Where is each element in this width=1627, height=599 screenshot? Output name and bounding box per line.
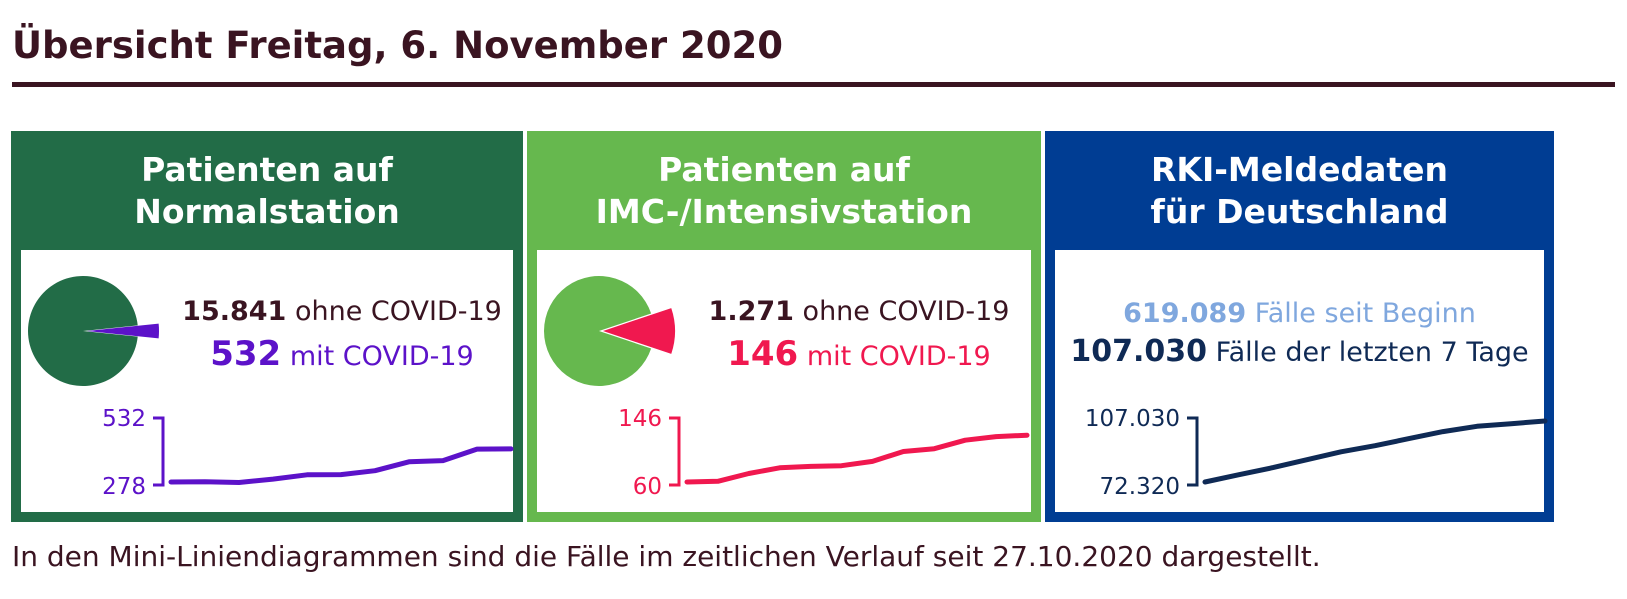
stat-cases-7-days: 107.030 Fälle der letzten 7 Tage — [1055, 334, 1544, 369]
sparkline-max-label: 107.030 — [1085, 406, 1180, 432]
stat-label: mit COVID-19 — [806, 341, 991, 372]
sparkline-max-label: 146 — [618, 406, 662, 432]
stat-value: 532 — [210, 334, 282, 374]
stat-value: 1.271 — [708, 296, 794, 327]
panel-normalstation: Patienten auf Normalstation 15.841 ohne … — [11, 131, 523, 522]
panel-title-line2: IMC-/Intensivstation — [595, 192, 973, 231]
sparkline-chart: 107.030 72.320 — [1085, 406, 1548, 500]
pie-slice-ohne-covid — [544, 276, 652, 386]
stat-value: 15.841 — [182, 296, 287, 327]
panel-title-line1: Patienten auf — [141, 150, 393, 189]
stat-cases-total: 619.089 Fälle seit Beginn — [1055, 298, 1544, 329]
panel-intensivstation: Patienten auf IMC-/Intensivstation 1.271… — [527, 131, 1041, 522]
sparkline-axis — [1187, 416, 1199, 487]
stat-label: ohne COVID-19 — [802, 296, 1010, 327]
panel-title: RKI-Meldedaten für Deutschland — [1045, 149, 1554, 233]
panel-title-line2: Normalstation — [134, 192, 400, 231]
sparkline-axis — [669, 416, 681, 487]
stat-without-covid: 15.841 ohne COVID-19 — [171, 296, 513, 327]
panel-title: Patienten auf Normalstation — [11, 149, 523, 233]
sparkline-min-label: 60 — [633, 474, 662, 500]
stat-value: 619.089 — [1123, 298, 1247, 329]
sparkline-max-label: 532 — [102, 406, 146, 432]
pie-slice-mit-covid — [87, 323, 159, 339]
stat-label: ohne COVID-19 — [294, 296, 502, 327]
stat-label: Fälle der letzten 7 Tage — [1215, 337, 1529, 368]
stat-with-covid: 146 mit COVID-19 — [687, 334, 1031, 374]
sparkline-line — [168, 446, 514, 485]
sparkline-min-label: 278 — [102, 474, 146, 500]
pie-slice-mit-covid — [603, 308, 675, 354]
panel-title-line1: Patienten auf — [658, 150, 910, 189]
panel-body: 15.841 ohne COVID-19 532 mit COVID-19 53… — [21, 250, 514, 512]
stat-without-covid: 1.271 ohne COVID-19 — [687, 296, 1031, 327]
stat-label: Fälle seit Beginn — [1254, 298, 1476, 329]
title-rule — [12, 82, 1615, 87]
sparkline-chart: 146 60 — [618, 406, 1030, 500]
sparkline-chart: 532 278 — [102, 406, 514, 500]
panel-body: 1.271 ohne COVID-19 146 mit COVID-19 146… — [537, 250, 1031, 512]
sparkline-line — [684, 432, 1030, 485]
panel-title-line2: für Deutschland — [1150, 192, 1449, 231]
footnote: In den Mini-Liniendiagrammen sind die Fä… — [12, 540, 1321, 573]
stat-value: 107.030 — [1070, 334, 1207, 369]
panel-rki-meldedaten: RKI-Meldedaten für Deutschland 619.089 F… — [1045, 131, 1554, 522]
sparkline-min-label: 72.320 — [1100, 474, 1180, 500]
stat-value: 146 — [727, 334, 799, 374]
pie-chart — [544, 276, 675, 386]
pie-slice-ohne-covid — [27, 276, 138, 386]
panel-title: Patienten auf IMC-/Intensivstation — [527, 149, 1041, 233]
sparkline-axis — [153, 416, 165, 487]
stat-label: mit COVID-19 — [289, 341, 474, 372]
panel-title-line1: RKI-Meldedaten — [1150, 150, 1449, 189]
stat-with-covid: 532 mit COVID-19 — [171, 334, 513, 374]
pie-chart — [27, 276, 159, 386]
sparkline-line — [1202, 418, 1548, 485]
panel-body: 619.089 Fälle seit Beginn 107.030 Fälle … — [1055, 250, 1548, 512]
page-title: Übersicht Freitag, 6. November 2020 — [12, 24, 783, 67]
